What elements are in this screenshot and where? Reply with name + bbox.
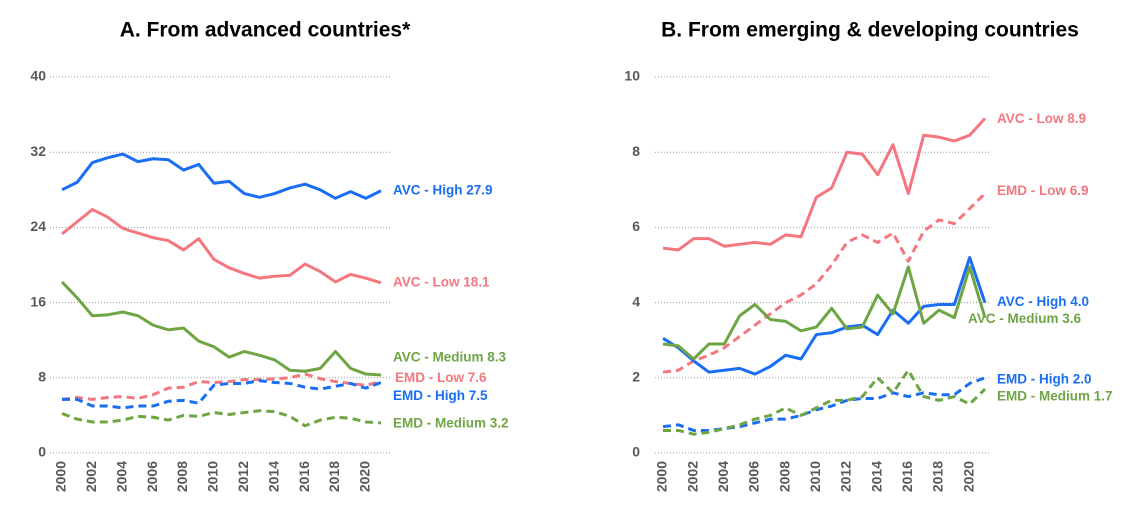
chart-title: A. From advanced countries* [120, 19, 411, 42]
series-label: AVC - Medium 3.6 [968, 311, 1082, 326]
series-label: AVC - Medium 8.3 [393, 350, 507, 365]
line [62, 379, 382, 410]
y-tick-label: 16 [30, 293, 46, 309]
y-tick-label: 10 [624, 68, 640, 84]
line [662, 265, 987, 361]
y-tick-label: 0 [632, 444, 640, 460]
x-tick-label: 2008 [776, 461, 792, 492]
y-tick-label: 6 [632, 218, 640, 234]
x-tick-label: 2000 [53, 461, 69, 492]
line [61, 208, 382, 285]
x-tick-label: 2012 [838, 461, 854, 492]
series-label: AVC - High 4.0 [997, 294, 1089, 309]
series-label: EMD - High 7.5 [393, 388, 488, 403]
line [662, 255, 987, 376]
line [662, 192, 987, 374]
x-tick-label: 2002 [83, 461, 99, 492]
x-tick-label: 2006 [746, 461, 762, 492]
y-tick-label: 2 [632, 369, 640, 385]
x-tick-label: 2000 [654, 461, 670, 492]
line [662, 117, 987, 252]
y-tick-label: 8 [632, 143, 640, 159]
x-tick-label: 2004 [715, 461, 731, 492]
x-tick-label: 2010 [807, 461, 823, 492]
series-label: EMD - High 2.0 [997, 371, 1092, 386]
x-tick-label: 2010 [205, 461, 221, 492]
y-tick-label: 4 [632, 293, 640, 309]
x-tick-label: 2020 [960, 461, 976, 492]
y-tick-label: 32 [30, 143, 46, 159]
x-tick-label: 2018 [326, 461, 342, 492]
series-label: EMD - Medium 3.2 [393, 415, 509, 430]
x-tick-label: 2014 [265, 461, 281, 492]
series-label: AVC - Low 18.1 [393, 274, 490, 289]
series-label: AVC - Low 8.9 [997, 111, 1086, 126]
x-tick-label: 2018 [930, 461, 946, 492]
line [61, 409, 382, 428]
y-tick-label: 40 [30, 68, 46, 84]
line [61, 152, 382, 200]
series-label: AVC - High 27.9 [393, 182, 493, 197]
y-tick-label: 24 [30, 218, 46, 234]
x-tick-label: 2012 [235, 461, 251, 492]
x-tick-label: 2006 [144, 461, 160, 492]
line [663, 368, 987, 436]
series-label: EMD - Low 6.9 [997, 183, 1089, 198]
line [61, 372, 382, 401]
x-tick-label: 2014 [868, 461, 884, 492]
series-label: EMD - Low 7.6 [395, 370, 487, 385]
x-tick-label: 2002 [684, 461, 700, 492]
x-tick-label: 2016 [899, 461, 915, 492]
x-tick-label: 2004 [113, 461, 129, 492]
x-tick-label: 2016 [296, 461, 312, 492]
line [60, 280, 382, 377]
chart-title: B. From emerging & developing countries [661, 19, 1079, 42]
x-tick-label: 2020 [357, 461, 373, 492]
y-tick-label: 0 [38, 444, 46, 460]
x-tick-label: 2008 [174, 461, 190, 492]
y-tick-label: 8 [38, 369, 46, 385]
series-label: EMD - Medium 1.7 [997, 389, 1113, 404]
